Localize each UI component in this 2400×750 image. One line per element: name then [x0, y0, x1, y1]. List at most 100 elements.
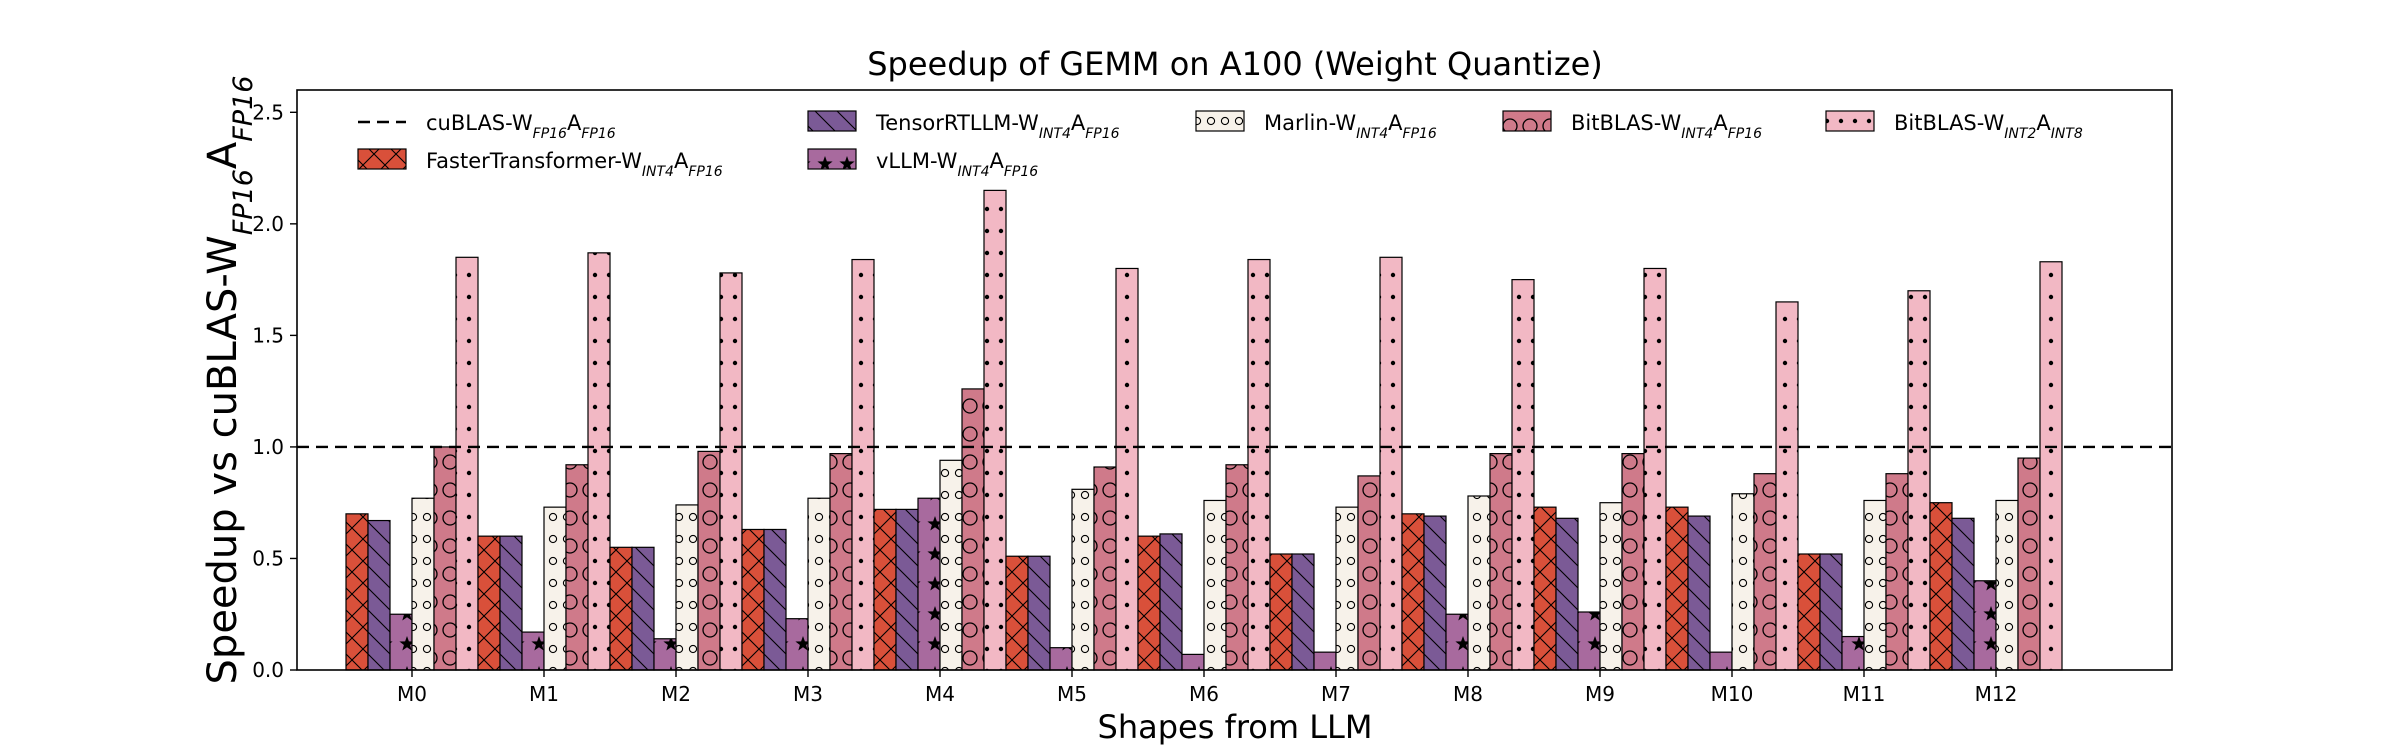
legend-swatch: [1502, 110, 1552, 132]
bar-m11-series-3: [1863, 499, 1887, 671]
bar-m2-series-3: [675, 504, 699, 671]
bar-m4-series-0: [873, 508, 897, 671]
bar-m6-series-4: [1225, 464, 1249, 671]
y-tick-label: 0.0: [252, 658, 284, 682]
bar-group-m7: [1269, 256, 1403, 671]
bar-m7-series-2: [1313, 651, 1337, 671]
legend-swatch: [807, 148, 857, 170]
bar-m6-series-5: [1247, 258, 1271, 671]
bar-m9-series-0: [1533, 506, 1557, 671]
x-tick-label: M5: [1057, 682, 1087, 706]
bar-m0-series-1: [367, 519, 391, 671]
x-tick-label: M12: [1975, 682, 2018, 706]
bar-m2-series-0: [609, 546, 633, 671]
bar-m8-series-3: [1467, 495, 1491, 671]
legend-label: cuBLAS-WFP16AFP16: [426, 111, 616, 142]
legend-swatch: [807, 110, 857, 132]
bar-group-m6: [1137, 258, 1271, 671]
bar-group-m11: [1797, 290, 1931, 671]
bar-group-m12: [1929, 261, 2063, 671]
legend: cuBLAS-WFP16AFP16 FasterTransformer-WINT4…: [357, 110, 2083, 180]
bar-m3-series-5: [851, 258, 875, 671]
legend-swatch: [357, 148, 407, 170]
x-tick-label: M10: [1711, 682, 1754, 706]
legend-label: Marlin-WINT4AFP16: [1264, 111, 1437, 142]
bar-m10-series-4: [1753, 473, 1777, 671]
legend-label: vLLM-WINT4AFP16: [876, 149, 1038, 180]
bar-m12-series-5: [2039, 261, 2063, 671]
bar-m1-series-0: [477, 535, 501, 671]
bar-m3-series-0: [741, 528, 765, 671]
bar-group-m9: [1533, 267, 1667, 671]
bar-m7-series-4: [1357, 475, 1381, 671]
x-tick-label: M7: [1321, 682, 1351, 706]
bar-m1-series-3: [543, 506, 567, 671]
bar-m4-series-1: [895, 508, 919, 671]
legend-label: TensorRTLLM-WINT4AFP16: [875, 111, 1120, 142]
bar-m1-series-2: [521, 631, 545, 671]
x-tick-label: M0: [397, 682, 427, 706]
bar-m8-series-0: [1401, 513, 1425, 671]
bar-m5-series-4: [1093, 466, 1117, 671]
bar-group-m1: [477, 252, 611, 671]
bar-group-m4: [873, 189, 1007, 671]
bar-m6-series-3: [1203, 499, 1227, 671]
legend-item-2: TensorRTLLM-WINT4AFP16: [807, 110, 1120, 142]
bar-m7-series-0: [1269, 553, 1293, 671]
bar-m4-series-5: [983, 189, 1007, 671]
bar-m10-series-5: [1775, 301, 1799, 671]
bar-m5-series-5: [1115, 267, 1139, 671]
bar-m2-series-1: [631, 546, 655, 671]
legend-item-6: BitBLAS-WINT2AINT8: [1825, 110, 2083, 142]
y-tick-label: 2.0: [252, 212, 284, 236]
bar-m10-series-2: [1709, 651, 1733, 671]
bar-group-m8: [1401, 279, 1535, 671]
bar-m0-series-4: [433, 446, 457, 671]
bar-m9-series-1: [1555, 517, 1579, 671]
x-tick-label: M6: [1189, 682, 1219, 706]
bar-m1-series-1: [499, 535, 523, 671]
bar-m4-series-2: [917, 497, 941, 671]
y-axis: 0.0 0.5 1.0 1.5 2.0 2.5: [252, 100, 297, 682]
legend-label: FasterTransformer-WINT4AFP16: [426, 149, 723, 180]
bars-layer: [345, 189, 2063, 671]
bar-m2-series-4: [697, 450, 721, 671]
legend-item-5: BitBLAS-WINT4AFP16: [1502, 110, 1762, 142]
bar-m2-series-2: [653, 638, 677, 671]
x-tick-label: M8: [1453, 682, 1483, 706]
bar-m11-series-1: [1819, 553, 1843, 671]
x-tick-label: M4: [925, 682, 955, 706]
legend-item-1: FasterTransformer-WINT4AFP16: [357, 148, 723, 180]
bar-m5-series-3: [1071, 488, 1095, 671]
y-tick-label: 1.0: [252, 435, 284, 459]
bar-m10-series-0: [1665, 506, 1689, 671]
x-tick-label: M9: [1585, 682, 1615, 706]
plot-frame: [296, 89, 2173, 671]
bar-m4-series-3: [939, 459, 963, 671]
bar-m12-series-4: [2017, 457, 2041, 671]
bar-m9-series-2: [1577, 611, 1601, 671]
bar-m11-series-2: [1841, 635, 1865, 671]
bar-m6-series-2: [1181, 653, 1205, 671]
bar-m9-series-5: [1643, 267, 1667, 671]
bar-m3-series-3: [807, 497, 831, 671]
bar-m3-series-2: [785, 618, 809, 671]
bar-m0-series-2: [389, 613, 413, 671]
legend-swatch: [1195, 110, 1245, 132]
bar-m2-series-5: [719, 272, 743, 671]
bar-m7-series-3: [1335, 506, 1359, 671]
x-axis-label: Shapes from LLM: [1098, 708, 1373, 746]
bar-m11-series-0: [1797, 553, 1821, 671]
bar-m10-series-3: [1731, 493, 1755, 671]
y-tick-label: 1.5: [252, 323, 284, 347]
bar-m8-series-5: [1511, 279, 1535, 671]
bar-m3-series-1: [763, 528, 787, 671]
plot-area: [296, 89, 2173, 671]
bar-m3-series-4: [829, 453, 853, 671]
legend-item-0: cuBLAS-WFP16AFP16: [358, 111, 616, 142]
bar-m12-series-3: [1995, 499, 2019, 671]
legend-label: BitBLAS-WINT2AINT8: [1894, 111, 2083, 142]
bar-group-m0: [345, 256, 479, 671]
bar-m10-series-1: [1687, 515, 1711, 671]
